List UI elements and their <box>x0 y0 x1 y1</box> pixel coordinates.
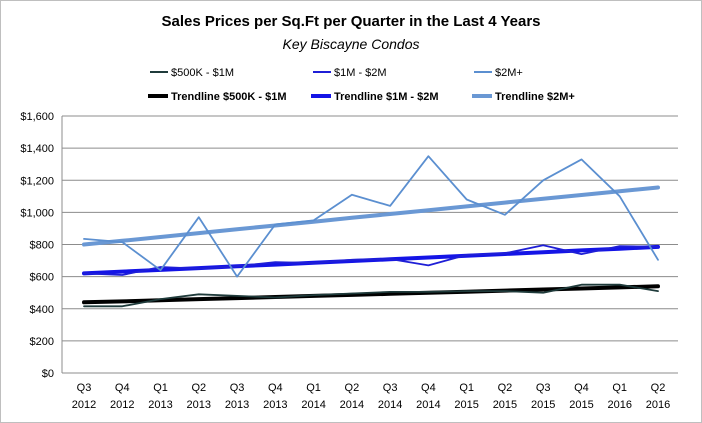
x-tick-quarter: Q3 <box>383 382 398 394</box>
series-lines <box>82 155 660 308</box>
series-line-t500k <box>82 284 660 305</box>
x-tick-year: 2014 <box>378 399 402 411</box>
x-tick-year: 2016 <box>646 399 670 411</box>
x-tick-year: 2013 <box>187 399 211 411</box>
legend-label-s1m: $1M - $2M <box>334 67 387 79</box>
x-tick-quarter: Q4 <box>268 382 283 394</box>
y-tick-label: $200 <box>30 336 54 348</box>
y-tick-label: $0 <box>42 368 54 380</box>
x-tick-quarter: Q4 <box>115 382 130 394</box>
x-tick-year: 2013 <box>225 399 249 411</box>
x-tick-quarter: Q2 <box>498 382 513 394</box>
x-tick-quarter: Q3 <box>230 382 245 394</box>
x-tick-quarter: Q1 <box>459 382 474 394</box>
x-tick-quarter: Q2 <box>345 382 360 394</box>
x-tick-year: 2012 <box>110 399 134 411</box>
x-tick-year: 2015 <box>531 399 555 411</box>
legend-label-t500k: Trendline $500K - $1M <box>171 91 287 103</box>
legend-label-s2m: $2M+ <box>495 67 523 79</box>
y-tick-label: $400 <box>30 304 54 316</box>
x-tick-quarter: Q2 <box>651 382 666 394</box>
y-tick-label: $600 <box>30 272 54 284</box>
x-tick-quarter: Q1 <box>153 382 168 394</box>
series-line-s500k <box>83 283 659 308</box>
series-line-t2m <box>82 185 660 247</box>
legend-label-t2m: Trendline $2M+ <box>495 91 575 103</box>
x-tick-quarter: Q3 <box>77 382 92 394</box>
series-line-s1m <box>83 244 659 276</box>
gridlines <box>62 115 678 374</box>
x-tick-year: 2013 <box>263 399 287 411</box>
legend: $500K - $1M $1M - $2M $2M+ Trendline $50… <box>148 67 575 103</box>
x-axis: Q3 2012 Q4 2012 Q1 2013 Q2 2013 Q3 2013 Q4 2013 Q1 20… <box>72 382 670 411</box>
x-tick-year: 2014 <box>301 399 325 411</box>
x-tick-quarter: Q2 <box>191 382 206 394</box>
series-line-s2m <box>83 155 659 278</box>
x-tick-year: 2013 <box>148 399 172 411</box>
x-tick-year: 2015 <box>454 399 478 411</box>
x-tick-year: 2012 <box>72 399 96 411</box>
y-tick-label: $1,200 <box>20 175 54 187</box>
x-tick-quarter: Q4 <box>574 382 589 394</box>
y-tick-label: $1,400 <box>20 143 54 155</box>
x-tick-quarter: Q1 <box>306 382 321 394</box>
y-axis: $0 $200 $400 $600 $800 $1,000 $1,200 $1,400 $1,6… <box>20 111 63 380</box>
x-tick-quarter: Q1 <box>612 382 627 394</box>
x-tick-year: 2015 <box>569 399 593 411</box>
x-tick-year: 2015 <box>493 399 517 411</box>
x-tick-year: 2014 <box>416 399 440 411</box>
y-tick-label: $1,600 <box>20 111 54 123</box>
chart-title: Sales Prices per Sq.Ft per Quarter in th… <box>161 13 540 30</box>
x-tick-year: 2014 <box>340 399 364 411</box>
x-tick-quarter: Q4 <box>421 382 436 394</box>
legend-label-s500k: $500K - $1M <box>171 67 234 79</box>
legend-label-t1m: Trendline $1M - $2M <box>334 91 439 103</box>
y-tick-label: $800 <box>30 240 54 252</box>
chart-subtitle: Key Biscayne Condos <box>283 36 420 52</box>
y-tick-label: $1,000 <box>20 207 54 219</box>
x-tick-year: 2016 <box>607 399 631 411</box>
x-tick-quarter: Q3 <box>536 382 551 394</box>
